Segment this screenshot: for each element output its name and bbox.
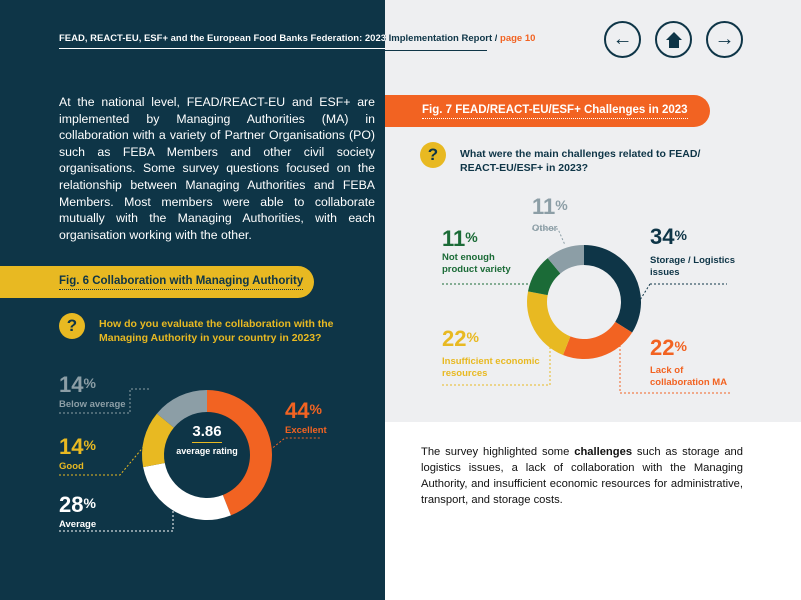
average-rating-value: 3.86 — [192, 423, 222, 443]
home-button[interactable] — [655, 21, 692, 58]
donut-slice-storage-logistics-issues — [584, 245, 642, 333]
label-excellent: Excellent — [285, 425, 327, 436]
donut-slice-other — [547, 245, 584, 274]
fig6-title-bar: Fig. 6 Collaboration with Managing Autho… — [0, 266, 314, 298]
label-variety: Not enough product variety — [442, 252, 511, 275]
label-other: Other — [532, 223, 558, 234]
label-average-pct: 28% — [59, 492, 96, 517]
highlight-challenges: challenges — [574, 446, 633, 458]
back-button[interactable]: ← — [604, 21, 641, 58]
label-storage: Storage / Logistics issues — [650, 255, 735, 278]
average-rating-label: average rating — [176, 446, 238, 456]
header-underline — [59, 48, 385, 49]
arrow-left-icon: ← — [612, 28, 633, 50]
average-rating: 3.86 average rating — [172, 423, 242, 457]
donut-slice-below-average — [156, 390, 207, 428]
text-panel — [385, 422, 801, 600]
forward-button[interactable]: → — [706, 21, 743, 58]
question-icon: ? — [420, 142, 446, 168]
fig7-question: What were the main challenges related to… — [460, 148, 701, 174]
question-icon: ? — [59, 313, 85, 339]
arrow-right-icon: → — [714, 28, 735, 50]
label-below-average: Below average — [59, 399, 126, 410]
label-collab: Lack of collaboration MA — [650, 365, 728, 388]
label-storage-pct: 34% — [650, 224, 687, 249]
fig6-title: Fig. 6 Collaboration with Managing Autho… — [59, 275, 304, 290]
donut-slice-excellent — [207, 390, 272, 516]
label-good: Good — [59, 461, 84, 472]
donut-slice-lack-of-collaboration-ma — [563, 321, 633, 359]
label-below-average-pct: 14% — [59, 372, 96, 397]
donut-slice-average — [143, 463, 231, 521]
label-good-pct: 14% — [59, 434, 96, 459]
donut-slice-not-enough-product-variety — [528, 258, 561, 296]
label-economic-pct: 22% — [442, 326, 479, 351]
intro-paragraph: At the national level, FEAD/REACT-EU and… — [59, 95, 375, 242]
home-icon — [665, 31, 682, 48]
label-average: Average — [59, 519, 97, 530]
fig7-title-bar: Fig. 7 FEAD/REACT-EU/ESF+ Challenges in … — [385, 95, 710, 127]
running-header: FEAD, REACT-EU, ESF+ and the European Fo… — [59, 33, 535, 51]
survey-paragraph: The survey highlighted some challenges s… — [421, 446, 743, 506]
label-other-pct: 11% — [532, 194, 568, 219]
label-collab-pct: 22% — [650, 335, 687, 360]
donut-slice-insufficient-economic-resources — [527, 291, 571, 355]
label-economic: Insufficient economic resources — [442, 356, 540, 379]
label-excellent-pct: 44% — [285, 398, 322, 423]
fig7-title: Fig. 7 FEAD/REACT-EU/ESF+ Challenges in … — [422, 104, 688, 119]
fig6-question: How do you evaluate the collaboration wi… — [99, 318, 334, 344]
report-title: FEAD, REACT-EU, ESF+ and the European Fo… — [59, 33, 498, 44]
donut-slice-good — [142, 413, 174, 468]
page-number: page 10 — [500, 33, 536, 44]
label-variety-pct: 11% — [442, 226, 478, 251]
